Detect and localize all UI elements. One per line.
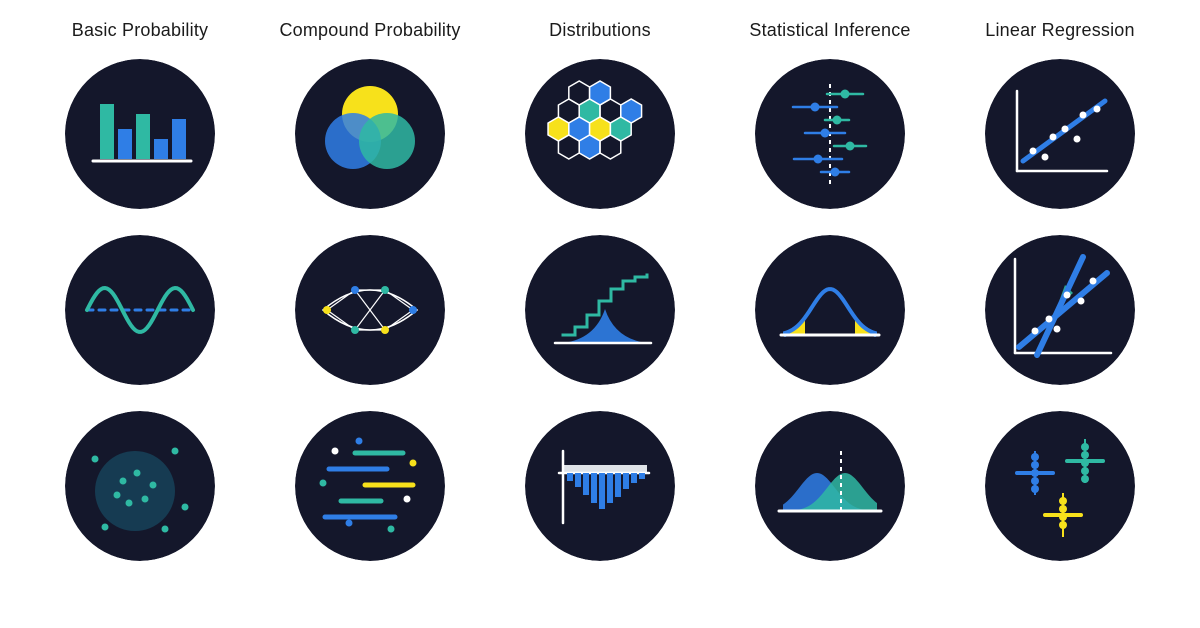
badge-cell-r2c5 <box>985 235 1135 385</box>
sine-wave-icon[interactable] <box>65 235 215 385</box>
badge-cell-r3c4 <box>755 411 905 561</box>
hex-cluster-icon[interactable] <box>525 59 675 209</box>
cdf-pdf-icon[interactable] <box>525 235 675 385</box>
two-lines-scatter-icon[interactable] <box>985 235 1135 385</box>
column-3: Distributions <box>490 20 710 587</box>
bar-chart-icon[interactable] <box>65 59 215 209</box>
column-1: Basic Probability <box>30 20 250 587</box>
badge-cell-r2c4 <box>755 235 905 385</box>
column-heading-1: Basic Probability <box>72 20 208 41</box>
badge-cell-r1c3 <box>525 59 675 209</box>
badge-cell-r1c5 <box>985 59 1135 209</box>
column-5: Linear Regression <box>950 20 1170 587</box>
column-heading-5: Linear Regression <box>985 20 1134 41</box>
badge-cell-r1c2 <box>295 59 445 209</box>
two-distributions-icon[interactable] <box>755 411 905 561</box>
badge-cell-r3c5 <box>985 411 1135 561</box>
column-heading-4: Statistical Inference <box>749 20 910 41</box>
deviation-bars-icon[interactable] <box>525 411 675 561</box>
confidence-intervals-icon[interactable] <box>755 59 905 209</box>
network-lens-icon[interactable] <box>295 235 445 385</box>
badge-cell-r2c1 <box>65 235 215 385</box>
tracks-scatter-icon[interactable] <box>295 411 445 561</box>
badge-cell-r3c1 <box>65 411 215 561</box>
column-4: Statistical Inference <box>720 20 940 587</box>
badge-cell-r2c3 <box>525 235 675 385</box>
bell-tails-icon[interactable] <box>755 235 905 385</box>
badge-cell-r2c2 <box>295 235 445 385</box>
badge-cell-r3c3 <box>525 411 675 561</box>
column-heading-2: Compound Probability <box>279 20 460 41</box>
column-2: Compound Probability <box>260 20 480 587</box>
anova-dotplot-icon[interactable] <box>985 411 1135 561</box>
badge-cell-r1c1 <box>65 59 215 209</box>
column-heading-3: Distributions <box>549 20 651 41</box>
scatter-fit-icon[interactable] <box>985 59 1135 209</box>
badge-cell-r1c4 <box>755 59 905 209</box>
badge-cell-r3c2 <box>295 411 445 561</box>
point-cloud-icon[interactable] <box>65 411 215 561</box>
venn-diagram-icon[interactable] <box>295 59 445 209</box>
